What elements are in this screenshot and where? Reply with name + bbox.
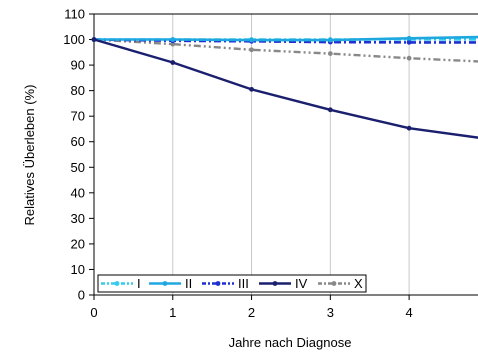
- y-tick-label-3: 30: [71, 211, 85, 226]
- series-iv: [91, 37, 478, 139]
- y-tick-label-7: 70: [71, 109, 85, 124]
- series-iii-point-4: [406, 39, 412, 45]
- series-ii-point-4: [406, 35, 412, 41]
- series-x-point-3: [327, 51, 333, 56]
- series-iv-point-2: [249, 86, 254, 92]
- x-tick-label-0: 0: [90, 305, 97, 320]
- legend-item-ii: II: [149, 276, 192, 291]
- series-x-point-4: [406, 55, 412, 61]
- legend-item-iii: III: [202, 276, 249, 291]
- legend-label-ii: II: [185, 276, 192, 291]
- y-tick-label-1: 10: [71, 262, 85, 277]
- series-layer: [91, 35, 478, 139]
- series-x-point-1: [170, 41, 176, 47]
- x-axis: 0 1 2 3 4: [90, 295, 413, 320]
- x-tick-label-1: 1: [169, 305, 176, 320]
- series-ii-point-3: [327, 37, 333, 43]
- legend-item-iv: IV: [259, 276, 308, 291]
- chart-grid: [172, 14, 410, 295]
- series-iv-point-1: [170, 60, 176, 65]
- series-ii-point-2: [249, 37, 254, 43]
- legend-marker-ii: [162, 281, 168, 286]
- legend-marker-iii: [215, 281, 221, 286]
- series-ii-point-1: [170, 37, 176, 42]
- legend: I II III IV X: [97, 274, 367, 293]
- legend-marker-x: [331, 281, 337, 286]
- series-x-point-2: [249, 47, 254, 53]
- series-line-ii: [94, 35, 478, 42]
- x-tick-label-2: 2: [248, 305, 255, 320]
- series-iv-point-0: [91, 37, 97, 42]
- y-axis: 0 10 20 30 40 50 60 70 80 90 100 110: [63, 7, 94, 303]
- series-line-iv: [93, 38, 478, 139]
- legend-marker-i: [114, 281, 120, 286]
- series-line-x: [93, 38, 478, 63]
- legend-label-iii: III: [238, 276, 249, 291]
- y-tick-label-4: 40: [71, 185, 85, 200]
- legend-item-x: X: [318, 276, 363, 291]
- y-tick-label-11: 110: [64, 7, 85, 22]
- x-axis-label: Jahre nach Diagnose: [229, 335, 352, 350]
- x-tick-label-4: 4: [405, 305, 412, 320]
- legend-item-i: I: [101, 276, 141, 291]
- y-tick-label-9: 90: [71, 58, 85, 73]
- legend-marker-iv: [272, 281, 278, 286]
- y-tick-label-5: 50: [71, 160, 85, 175]
- y-tick-label-6: 60: [71, 134, 85, 149]
- legend-label-iv: IV: [295, 276, 308, 291]
- x-tick-label-3: 3: [327, 305, 334, 320]
- series-iv-point-3: [327, 107, 333, 113]
- y-tick-label-2: 20: [71, 236, 85, 251]
- series-iv-point-4: [406, 125, 412, 131]
- y-axis-label: Relatives Überleben (%): [22, 85, 37, 226]
- y-tick-label-0: 0: [78, 288, 85, 303]
- plot-frame: [93, 13, 478, 296]
- legend-label-i: I: [137, 276, 141, 291]
- y-tick-label-8: 80: [71, 83, 85, 98]
- legend-label-x: X: [354, 276, 363, 291]
- y-tick-label-10: 100: [63, 32, 85, 47]
